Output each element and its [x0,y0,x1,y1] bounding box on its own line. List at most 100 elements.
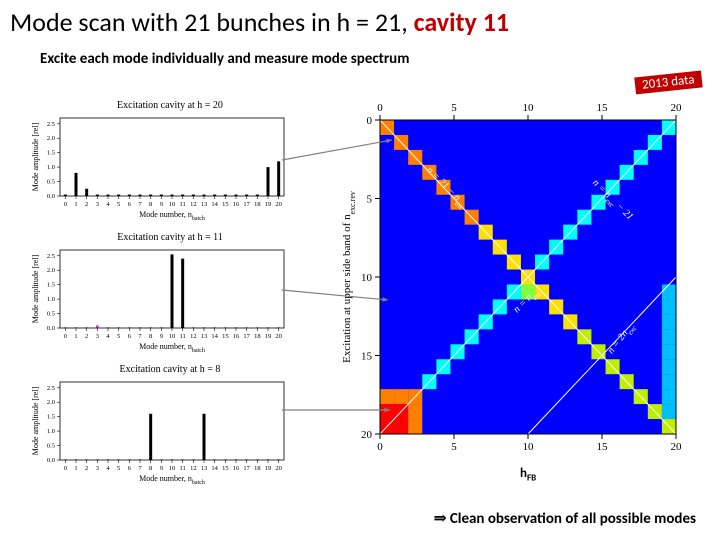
svg-text:18: 18 [254,201,260,208]
svg-text:8: 8 [149,465,152,472]
svg-text:13: 13 [201,333,208,340]
svg-text:8: 8 [149,201,152,208]
svg-text:17: 17 [243,465,250,472]
svg-text:0: 0 [367,115,373,127]
svg-text:5: 5 [367,194,373,206]
svg-text:1.5: 1.5 [47,150,55,157]
svg-text:17: 17 [243,201,250,208]
svg-text:Excitation at upper side band: Excitation at upper side band of nexc.re… [341,191,357,363]
svg-text:2: 2 [85,201,88,208]
svg-text:20: 20 [361,429,373,441]
svg-text:2.0: 2.0 [47,135,55,142]
svg-text:7: 7 [138,333,142,340]
svg-text:10: 10 [169,201,176,208]
svg-text:2.5: 2.5 [47,385,55,392]
svg-text:11: 11 [180,333,186,340]
svg-text:15: 15 [222,465,229,472]
svg-text:Mode number, nbatch: Mode number, nbatch [139,474,205,486]
svg-text:19: 19 [265,333,272,340]
svg-text:0.0: 0.0 [47,193,55,200]
chart-title: Excitation cavity at h = 11 [30,232,310,243]
svg-text:14: 14 [211,333,218,340]
svg-text:15: 15 [222,333,229,340]
svg-text:Mode amplitude [rel]: Mode amplitude [rel] [31,122,40,191]
svg-text:0.0: 0.0 [47,457,55,464]
svg-text:15: 15 [597,102,609,114]
svg-text:3: 3 [96,465,99,472]
left-chart-column: Excitation cavity at h = 20 0.0 0.5 1.0 1.5 2… [30,100,310,496]
chart-title: Excitation cavity at h = 20 [30,100,310,111]
heatmap-panel: 005510101515202005101520Excitation at up… [336,94,686,479]
svg-text:11: 11 [180,201,186,208]
svg-text:0: 0 [64,465,67,472]
svg-text:1.0: 1.0 [47,428,55,435]
svg-text:1.5: 1.5 [47,282,55,289]
svg-text:20: 20 [671,102,683,114]
svg-text:Mode number, nbatch: Mode number, nbatch [139,342,205,354]
svg-text:12: 12 [190,333,197,340]
svg-text:1: 1 [74,333,77,340]
svg-text:15: 15 [597,441,609,453]
svg-text:20: 20 [275,201,282,208]
svg-text:0: 0 [377,441,383,453]
svg-text:7: 7 [138,465,142,472]
svg-text:3: 3 [96,333,99,340]
year-badge: 2013 data [635,71,703,95]
svg-text:16: 16 [233,201,240,208]
svg-text:0.5: 0.5 [47,443,55,450]
svg-text:13: 13 [201,465,208,472]
svg-text:1.5: 1.5 [47,414,55,421]
svg-text:18: 18 [254,333,260,340]
svg-text:4: 4 [106,333,110,340]
svg-text:8: 8 [149,333,152,340]
subtitle: Excite each mode individually and measur… [0,40,720,72]
svg-text:5: 5 [117,333,120,340]
svg-text:16: 16 [233,465,240,472]
conclusion-text: Clean observation of all possible modes [446,510,696,528]
svg-text:2: 2 [85,333,88,340]
svg-text:10: 10 [361,272,373,284]
svg-text:1: 1 [74,201,77,208]
svg-text:2: 2 [85,465,88,472]
bar-chart: Excitation cavity at h = 8 0.0 0.5 1.0 1.5 2.… [30,364,310,486]
svg-text:1.0: 1.0 [47,296,55,303]
svg-text:10: 10 [523,102,535,114]
svg-text:10: 10 [523,441,535,453]
svg-text:0: 0 [64,333,67,340]
svg-text:9: 9 [160,333,163,340]
svg-text:15: 15 [222,201,229,208]
svg-text:0.5: 0.5 [47,311,55,318]
svg-text:20: 20 [275,465,282,472]
svg-text:20: 20 [671,441,683,453]
conclusion: ⇒ Clean observation of all possible mode… [434,509,696,528]
svg-text:3: 3 [96,201,99,208]
title-main: Mode scan with 21 bunches in h = 21, [10,6,414,38]
svg-text:19: 19 [265,201,272,208]
svg-text:7: 7 [138,201,142,208]
arrow-icon: ⇒ [434,511,447,527]
svg-text:Mode number, nbatch: Mode number, nbatch [139,210,205,222]
svg-text:10: 10 [169,333,176,340]
svg-text:0: 0 [377,102,383,114]
bar-chart: Excitation cavity at h = 110.00.51.01.52… [30,232,310,354]
svg-text:6: 6 [128,465,132,472]
svg-text:Mode amplitude [rel]: Mode amplitude [rel] [31,254,40,323]
svg-text:5: 5 [451,102,457,114]
svg-text:14: 14 [211,465,218,472]
chart-title: Excitation cavity at h = 8 [30,364,310,375]
hfb-axis-label: hFB [520,466,536,484]
svg-text:5: 5 [117,465,120,472]
svg-text:2.5: 2.5 [47,121,55,128]
svg-text:9: 9 [160,201,163,208]
svg-text:10: 10 [169,465,176,472]
svg-text:6: 6 [128,201,132,208]
svg-text:12: 12 [190,201,197,208]
svg-text:16: 16 [233,333,240,340]
svg-text:15: 15 [361,351,373,363]
svg-text:0.5: 0.5 [47,179,55,186]
svg-text:1: 1 [74,465,77,472]
page-title: Mode scan with 21 bunches in h = 21, cav… [0,0,720,40]
bar-chart: Excitation cavity at h = 200.00.51.01.52… [30,100,310,222]
svg-text:4: 4 [106,201,110,208]
svg-text:0: 0 [64,201,67,208]
